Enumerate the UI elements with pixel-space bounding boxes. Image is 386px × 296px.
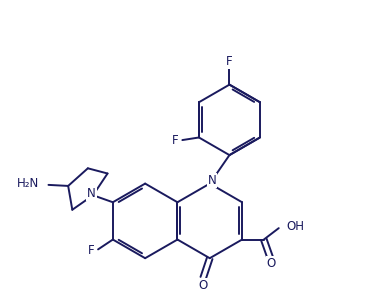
Text: H₂N: H₂N [17, 177, 39, 190]
Text: O: O [198, 279, 207, 292]
Text: F: F [226, 55, 233, 68]
Text: O: O [266, 258, 276, 270]
Text: N: N [207, 174, 216, 187]
Text: F: F [172, 133, 179, 147]
Text: OH: OH [286, 220, 304, 233]
Text: N: N [87, 187, 96, 200]
Text: F: F [88, 244, 95, 257]
